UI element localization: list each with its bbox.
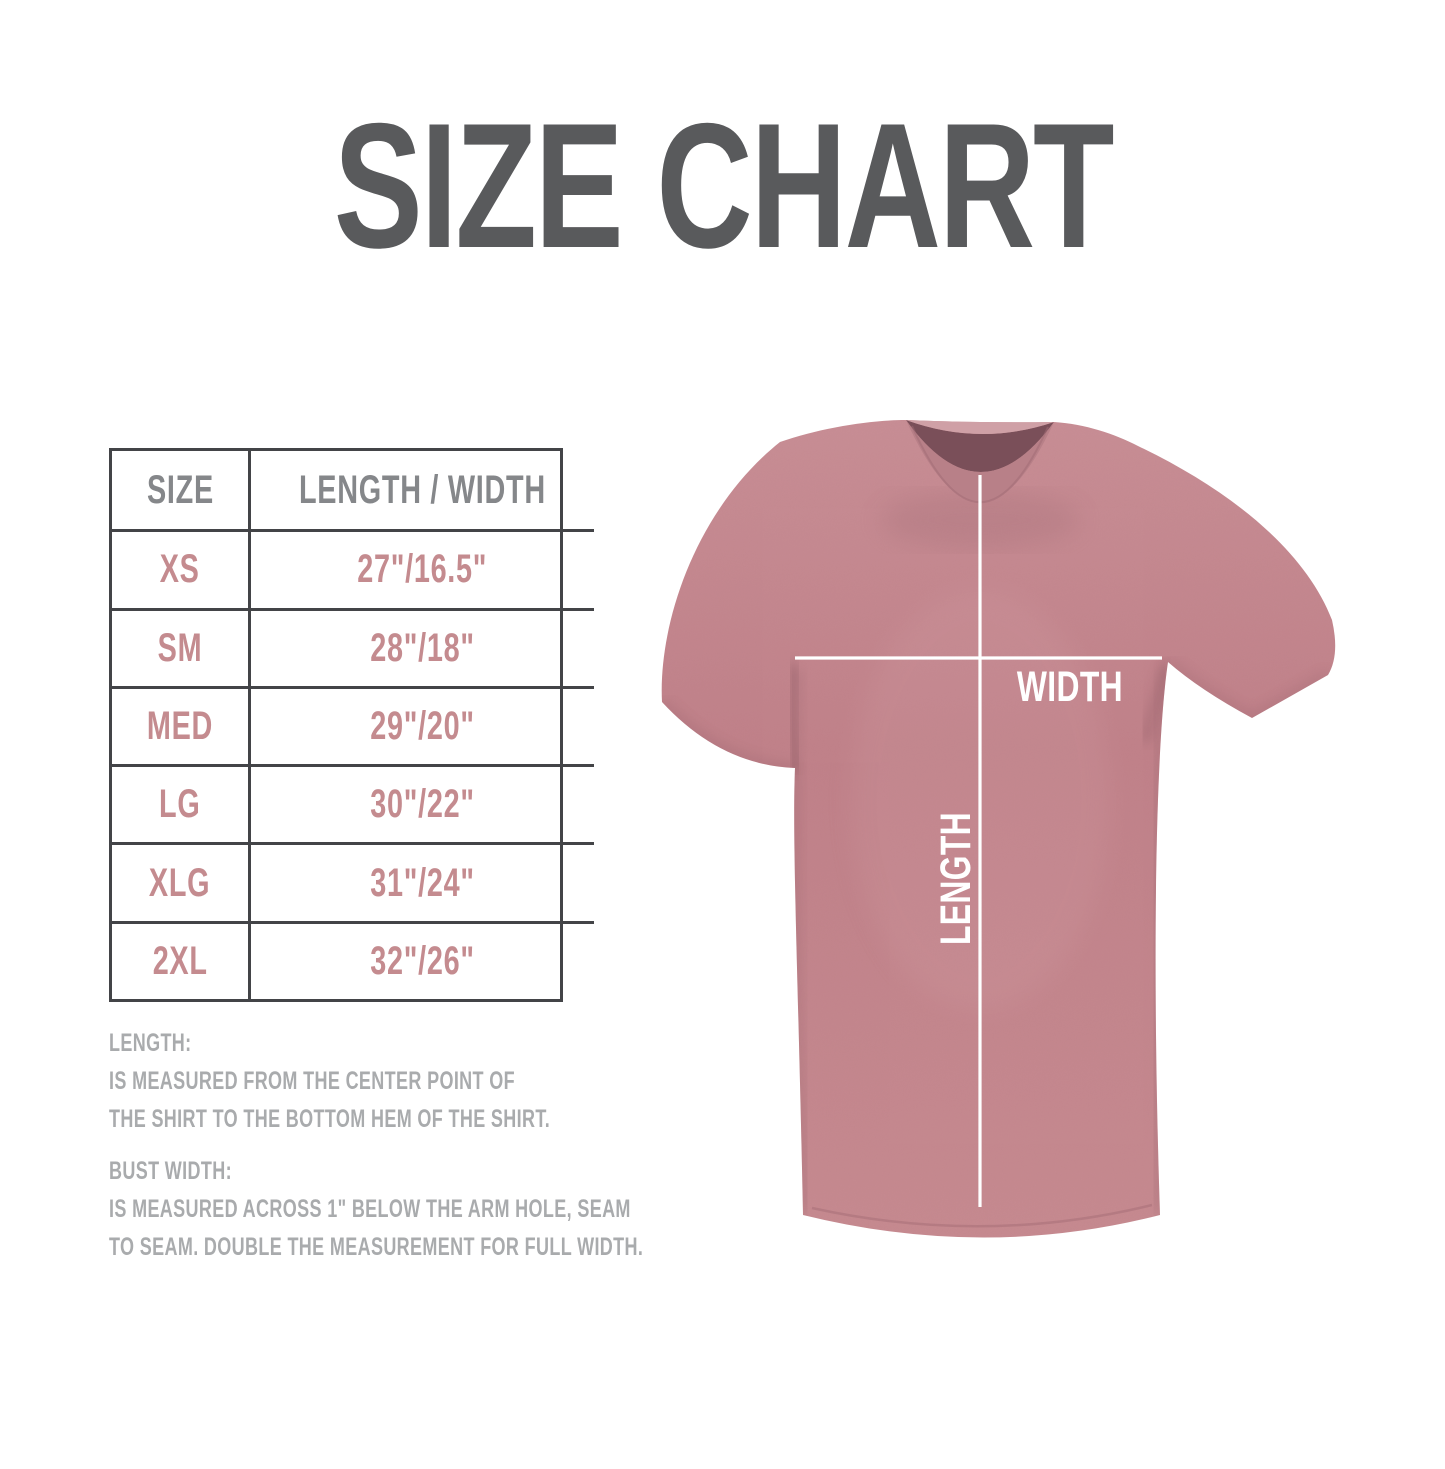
length-label: LENGTH (932, 812, 980, 945)
bust-width-note-line: IS MEASURED ACROSS 1" BELOW THE ARM HOLE… (109, 1194, 631, 1223)
dims-cell: 32"/26" (248, 920, 594, 999)
length-note-heading: LENGTH: (109, 1028, 192, 1057)
dims-cell: 27"/16.5" (248, 529, 594, 608)
size-cell: LG (112, 764, 248, 842)
dims-cell: 29"/20" (248, 685, 594, 765)
width-label: WIDTH (1017, 663, 1123, 711)
size-cell: 2XL (112, 920, 248, 999)
tshirt-collar (906, 420, 1054, 504)
dims-cell: 28"/18" (248, 607, 594, 686)
header-cell-size: SIZE (146, 467, 214, 512)
dims-cell: 30"/22" (248, 764, 594, 843)
bust-width-note-heading: BUST WIDTH: (109, 1156, 232, 1185)
size-table: SIZE LENGTH / WIDTH XS 27"/16.5" SM 28"/… (109, 448, 594, 1002)
page-title-text: SIZE CHART (333, 86, 1114, 285)
length-note-line: IS MEASURED FROM THE CENTER POINT OF (109, 1066, 515, 1095)
page-title: SIZE CHART (0, 97, 1445, 275)
header-cell-length-width: LENGTH / WIDTH (248, 451, 594, 530)
size-cell: XLG (112, 842, 248, 920)
length-note: LENGTH: IS MEASURED FROM THE CENTER POIN… (109, 1024, 749, 1138)
bust-width-note-line: TO SEAM. DOUBLE THE MEASUREMENT FOR FULL… (109, 1232, 644, 1261)
size-cell: XS (112, 529, 248, 607)
size-cell: MED (112, 685, 248, 764)
bust-width-note: BUST WIDTH: IS MEASURED ACROSS 1" BELOW … (109, 1152, 749, 1266)
tshirt-diagram: WIDTH LENGTH (661, 420, 1336, 1238)
dims-cell: 31"/24" (248, 842, 594, 921)
size-cell: SM (112, 607, 248, 686)
length-note-line: THE SHIRT TO THE BOTTOM HEM OF THE SHIRT… (109, 1104, 551, 1133)
measurement-notes: LENGTH: IS MEASURED FROM THE CENTER POIN… (109, 1024, 749, 1266)
